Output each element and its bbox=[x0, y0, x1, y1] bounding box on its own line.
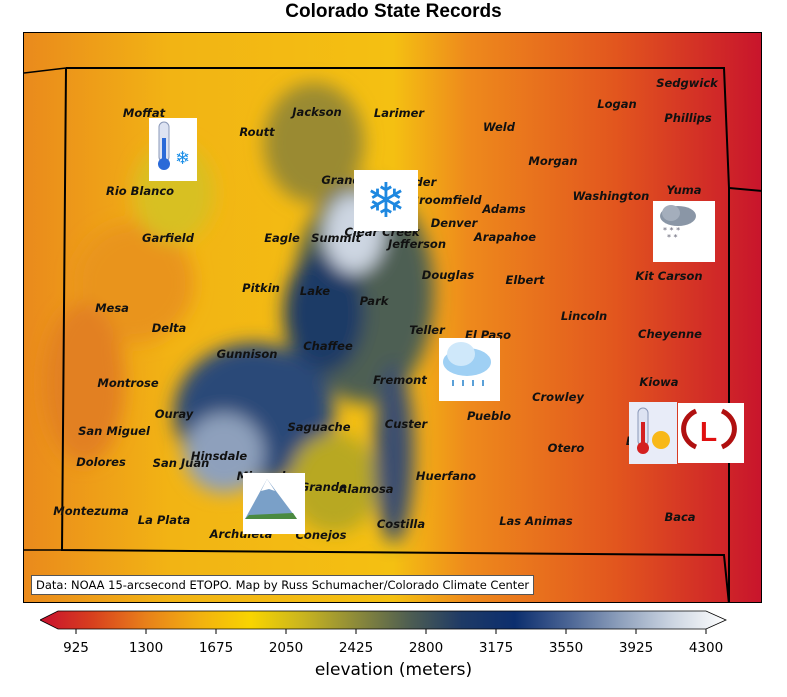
colorbar-tick-label: 3550 bbox=[548, 640, 584, 656]
colorbar-tick-label: 3175 bbox=[478, 640, 514, 656]
colorbar-label: elevation (meters) bbox=[314, 660, 473, 680]
elevation-map: Moffat Routt Jackson Larimer Weld Logan Sedgwi… bbox=[23, 32, 762, 603]
county-label: Phillips bbox=[664, 111, 712, 125]
colorbar bbox=[40, 610, 727, 634]
snowflake-icon: ❄ bbox=[354, 170, 418, 231]
county-label: Delta bbox=[151, 321, 187, 335]
county-label: Yuma bbox=[666, 183, 702, 197]
county-label: Mesa bbox=[95, 301, 129, 315]
county-label: Elbert bbox=[505, 273, 545, 287]
svg-text:* * *: * * * bbox=[663, 226, 680, 235]
svg-text:❄: ❄ bbox=[175, 148, 190, 169]
county-label: Park bbox=[359, 294, 389, 308]
county-label: Jefferson bbox=[387, 237, 447, 251]
map-title: Colorado State Records bbox=[285, 1, 502, 22]
county-label: Custer bbox=[384, 417, 428, 431]
county-label: Montezuma bbox=[53, 504, 129, 518]
county-label: Alamosa bbox=[338, 482, 394, 496]
county-label: Pueblo bbox=[466, 409, 512, 423]
county-label: Rio Blanco bbox=[105, 184, 175, 198]
county-label: Cheyenne bbox=[638, 327, 702, 341]
county-label: Lake bbox=[299, 284, 331, 298]
svg-text:L: L bbox=[700, 416, 717, 447]
county-label: Morgan bbox=[528, 154, 578, 168]
county-label: Summit bbox=[311, 231, 361, 245]
county-label: Adams bbox=[482, 202, 526, 216]
county-label: Gunnison bbox=[216, 347, 278, 361]
colorbar-tick-label: 2425 bbox=[338, 640, 374, 656]
county-label: Hinsdale bbox=[190, 449, 248, 463]
county-label: Sedgwick bbox=[656, 76, 718, 90]
county-label: Dolores bbox=[76, 455, 126, 469]
red-l-arrows-icon: L bbox=[678, 403, 744, 463]
county-label: Douglas bbox=[421, 268, 475, 282]
county-label: Broomfield bbox=[410, 193, 482, 207]
county-label: Montrose bbox=[97, 376, 159, 390]
colorbar-tick-label: 2050 bbox=[268, 640, 304, 656]
county-label: Saguache bbox=[287, 420, 351, 434]
snow-cloud-icon: * * * * * bbox=[653, 201, 715, 262]
svg-text:* *: * * bbox=[667, 233, 678, 241]
colorbar-tick-label: 2800 bbox=[408, 640, 444, 656]
county-label: Lincoln bbox=[560, 309, 608, 323]
county-label: Garfield bbox=[142, 231, 194, 245]
snowy-mountain-icon bbox=[243, 473, 305, 534]
county-label: Eagle bbox=[264, 231, 300, 245]
county-label: Otero bbox=[547, 441, 585, 455]
county-label: Kiowa bbox=[639, 375, 679, 389]
thermometer-snow-icon: ❄ bbox=[149, 118, 197, 181]
data-credit-note: Data: NOAA 15-arcsecond ETOPO. Map by Ru… bbox=[31, 575, 535, 595]
rain-cloud-icon bbox=[439, 338, 500, 401]
colorbar-tick-label: 1300 bbox=[128, 640, 164, 656]
county-label: Arapahoe bbox=[473, 230, 537, 244]
county-label: Ouray bbox=[154, 407, 194, 421]
county-label: Crowley bbox=[532, 390, 584, 404]
county-label: La Plata bbox=[137, 513, 191, 527]
county-label: Teller bbox=[409, 323, 445, 337]
county-label: Logan bbox=[597, 97, 637, 111]
county-label: Kit Carson bbox=[635, 269, 703, 283]
county-label: Fremont bbox=[373, 373, 427, 387]
county-label: Weld bbox=[483, 120, 515, 134]
thermometer-sun-icon bbox=[629, 402, 677, 464]
colorbar-tick-label: 1675 bbox=[198, 640, 234, 656]
county-label: Grand bbox=[321, 173, 361, 187]
county-label: San Miguel bbox=[78, 424, 150, 438]
county-label: Conejos bbox=[295, 528, 347, 542]
colorbar-tick-label: 3925 bbox=[618, 640, 654, 656]
county-label: Las Animas bbox=[499, 514, 573, 528]
county-label: Larimer bbox=[373, 106, 425, 120]
colorbar-tick-label: 925 bbox=[63, 640, 89, 656]
county-label: Chaffee bbox=[303, 339, 353, 353]
county-label: Denver bbox=[430, 216, 478, 230]
county-label: Washington bbox=[572, 189, 650, 203]
county-label: Pitkin bbox=[242, 281, 280, 295]
county-label: Moffat bbox=[122, 106, 166, 120]
colorbar-tick-label: 4300 bbox=[688, 640, 724, 656]
county-label: San Juan bbox=[152, 456, 210, 470]
county-label: Huerfano bbox=[415, 469, 477, 483]
county-label: Costilla bbox=[376, 517, 426, 531]
county-label: Baca bbox=[664, 510, 696, 524]
county-label: Jackson bbox=[292, 105, 342, 119]
county-label: Routt bbox=[239, 125, 275, 139]
